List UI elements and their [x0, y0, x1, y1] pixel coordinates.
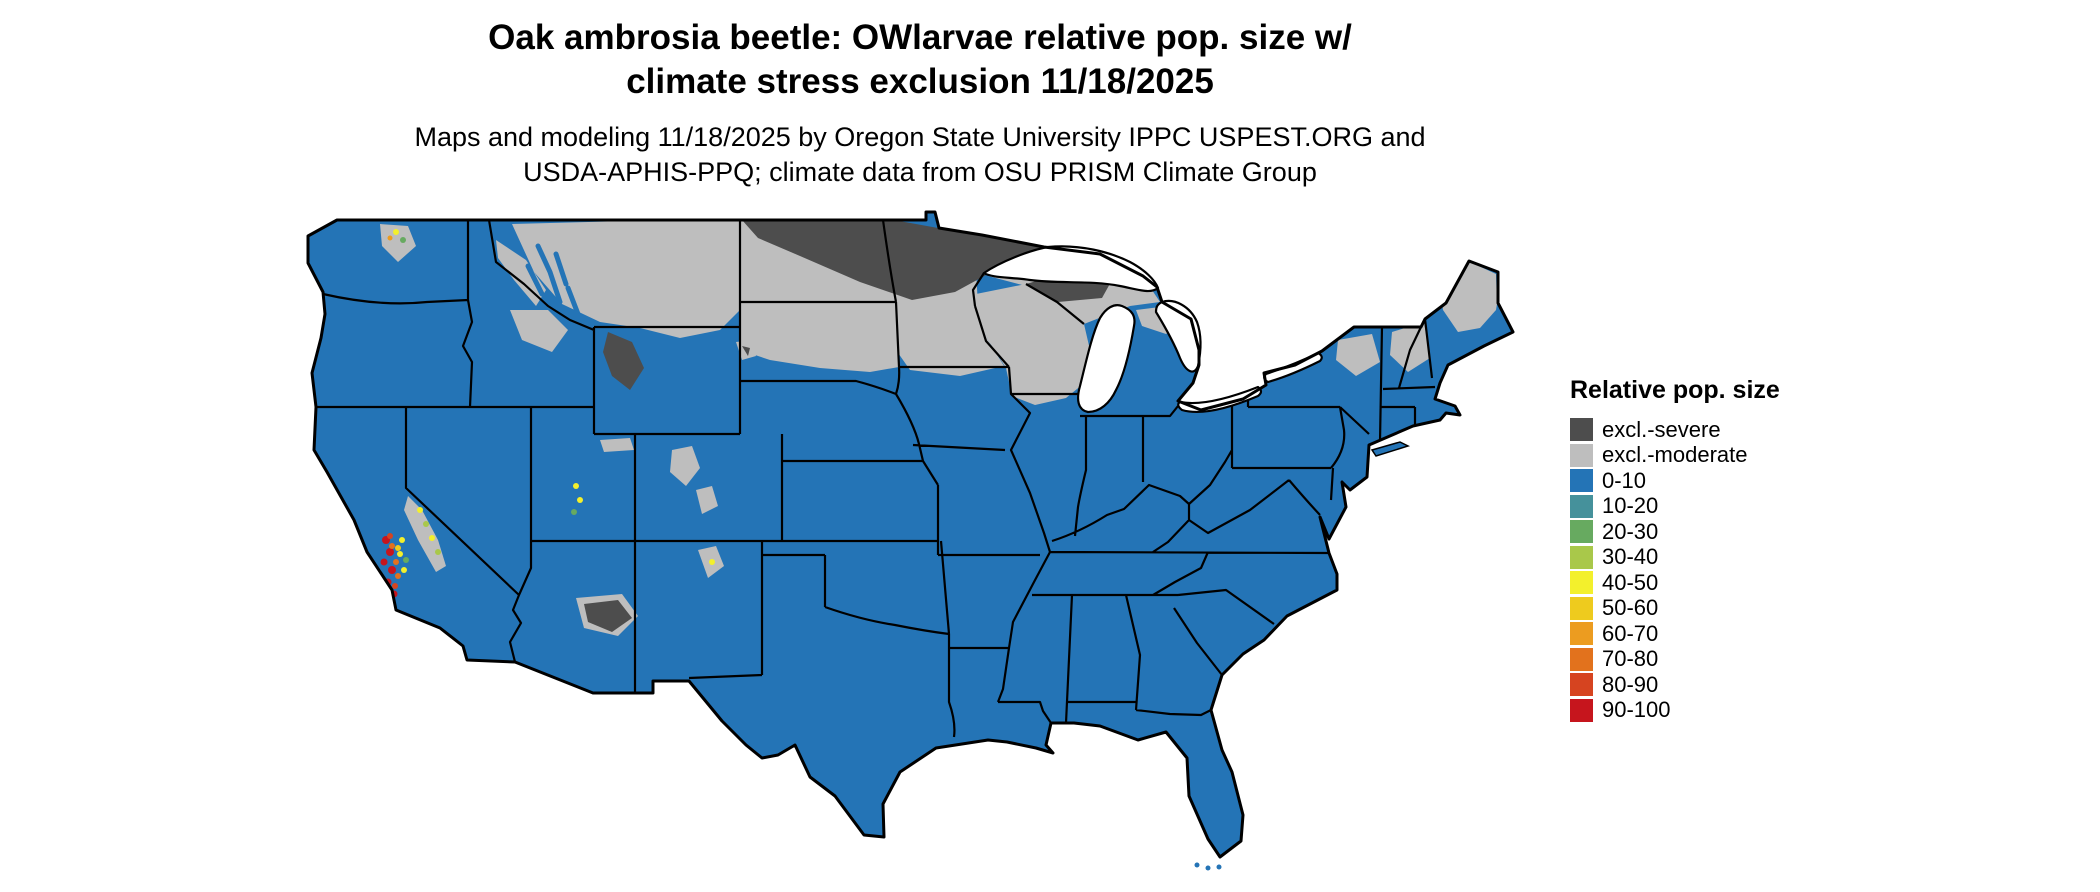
- legend-item: 0-10: [1570, 468, 1780, 494]
- great-lakes: [982, 245, 1323, 414]
- us-map-svg: [306, 210, 1515, 871]
- legend-title: Relative pop. size: [1570, 376, 1780, 404]
- lake-erie: [1177, 385, 1263, 414]
- legend-label: 0-10: [1602, 467, 1647, 493]
- long-island: [1370, 441, 1410, 457]
- hotspot-specks: [380, 229, 715, 598]
- legend-swatch: [1570, 443, 1593, 467]
- legend-label: 10-20: [1602, 493, 1659, 519]
- map-subtitle: Maps and modeling 11/18/2025 by Oregon S…: [414, 121, 1426, 187]
- state-borders: [316, 219, 1436, 738]
- legend-swatch: [1570, 418, 1593, 442]
- legend-item: 80-90: [1570, 672, 1780, 698]
- legend-item: 40-50: [1570, 570, 1780, 596]
- legend-swatch: [1570, 647, 1593, 671]
- legend-item: 30-40: [1570, 545, 1780, 571]
- us-map: [300, 210, 1540, 882]
- legend-label: 40-50: [1602, 569, 1659, 595]
- legend-label: 30-40: [1602, 544, 1659, 570]
- header: Oak ambrosia beetle: OWlarvae relative p…: [330, 16, 1510, 190]
- legend-label: 50-60: [1602, 595, 1659, 621]
- legend-label: 90-100: [1602, 697, 1671, 723]
- legend-label: 70-80: [1602, 646, 1659, 672]
- legend: Relative pop. size excl.-severe excl.-mod…: [1570, 376, 1780, 723]
- legend-swatch: [1570, 545, 1593, 569]
- legend-swatch: [1570, 571, 1593, 595]
- legend-label: 60-70: [1602, 620, 1659, 646]
- legend-label: 80-90: [1602, 671, 1659, 697]
- legend-label: excl.-severe: [1602, 416, 1721, 442]
- legend-label: excl.-moderate: [1602, 442, 1748, 468]
- legend-item: 90-100: [1570, 698, 1780, 724]
- legend-swatch: [1570, 520, 1593, 544]
- legend-item: 20-30: [1570, 519, 1780, 545]
- legend-swatch: [1570, 622, 1593, 646]
- legend-item: 60-70: [1570, 621, 1780, 647]
- legend-item: 70-80: [1570, 647, 1780, 673]
- legend-item: excl.-moderate: [1570, 443, 1780, 469]
- legend-swatch: [1570, 494, 1593, 518]
- legend-item: 50-60: [1570, 596, 1780, 622]
- legend-item: excl.-severe: [1570, 417, 1780, 443]
- legend-items: excl.-severe excl.-moderate 0-10 10-20 20-30…: [1570, 417, 1780, 723]
- montana-valley-streaks: [525, 243, 581, 321]
- legend-swatch: [1570, 469, 1593, 493]
- lake-michigan: [1077, 304, 1136, 414]
- legend-swatch: [1570, 673, 1593, 697]
- legend-label: 20-30: [1602, 518, 1659, 544]
- florida-keys: [1194, 862, 1222, 871]
- legend-item: 10-20: [1570, 494, 1780, 520]
- legend-swatch: [1570, 698, 1593, 722]
- map-title: Oak ambrosia beetle: OWlarvae relative p…: [488, 18, 1352, 101]
- legend-swatch: [1570, 596, 1593, 620]
